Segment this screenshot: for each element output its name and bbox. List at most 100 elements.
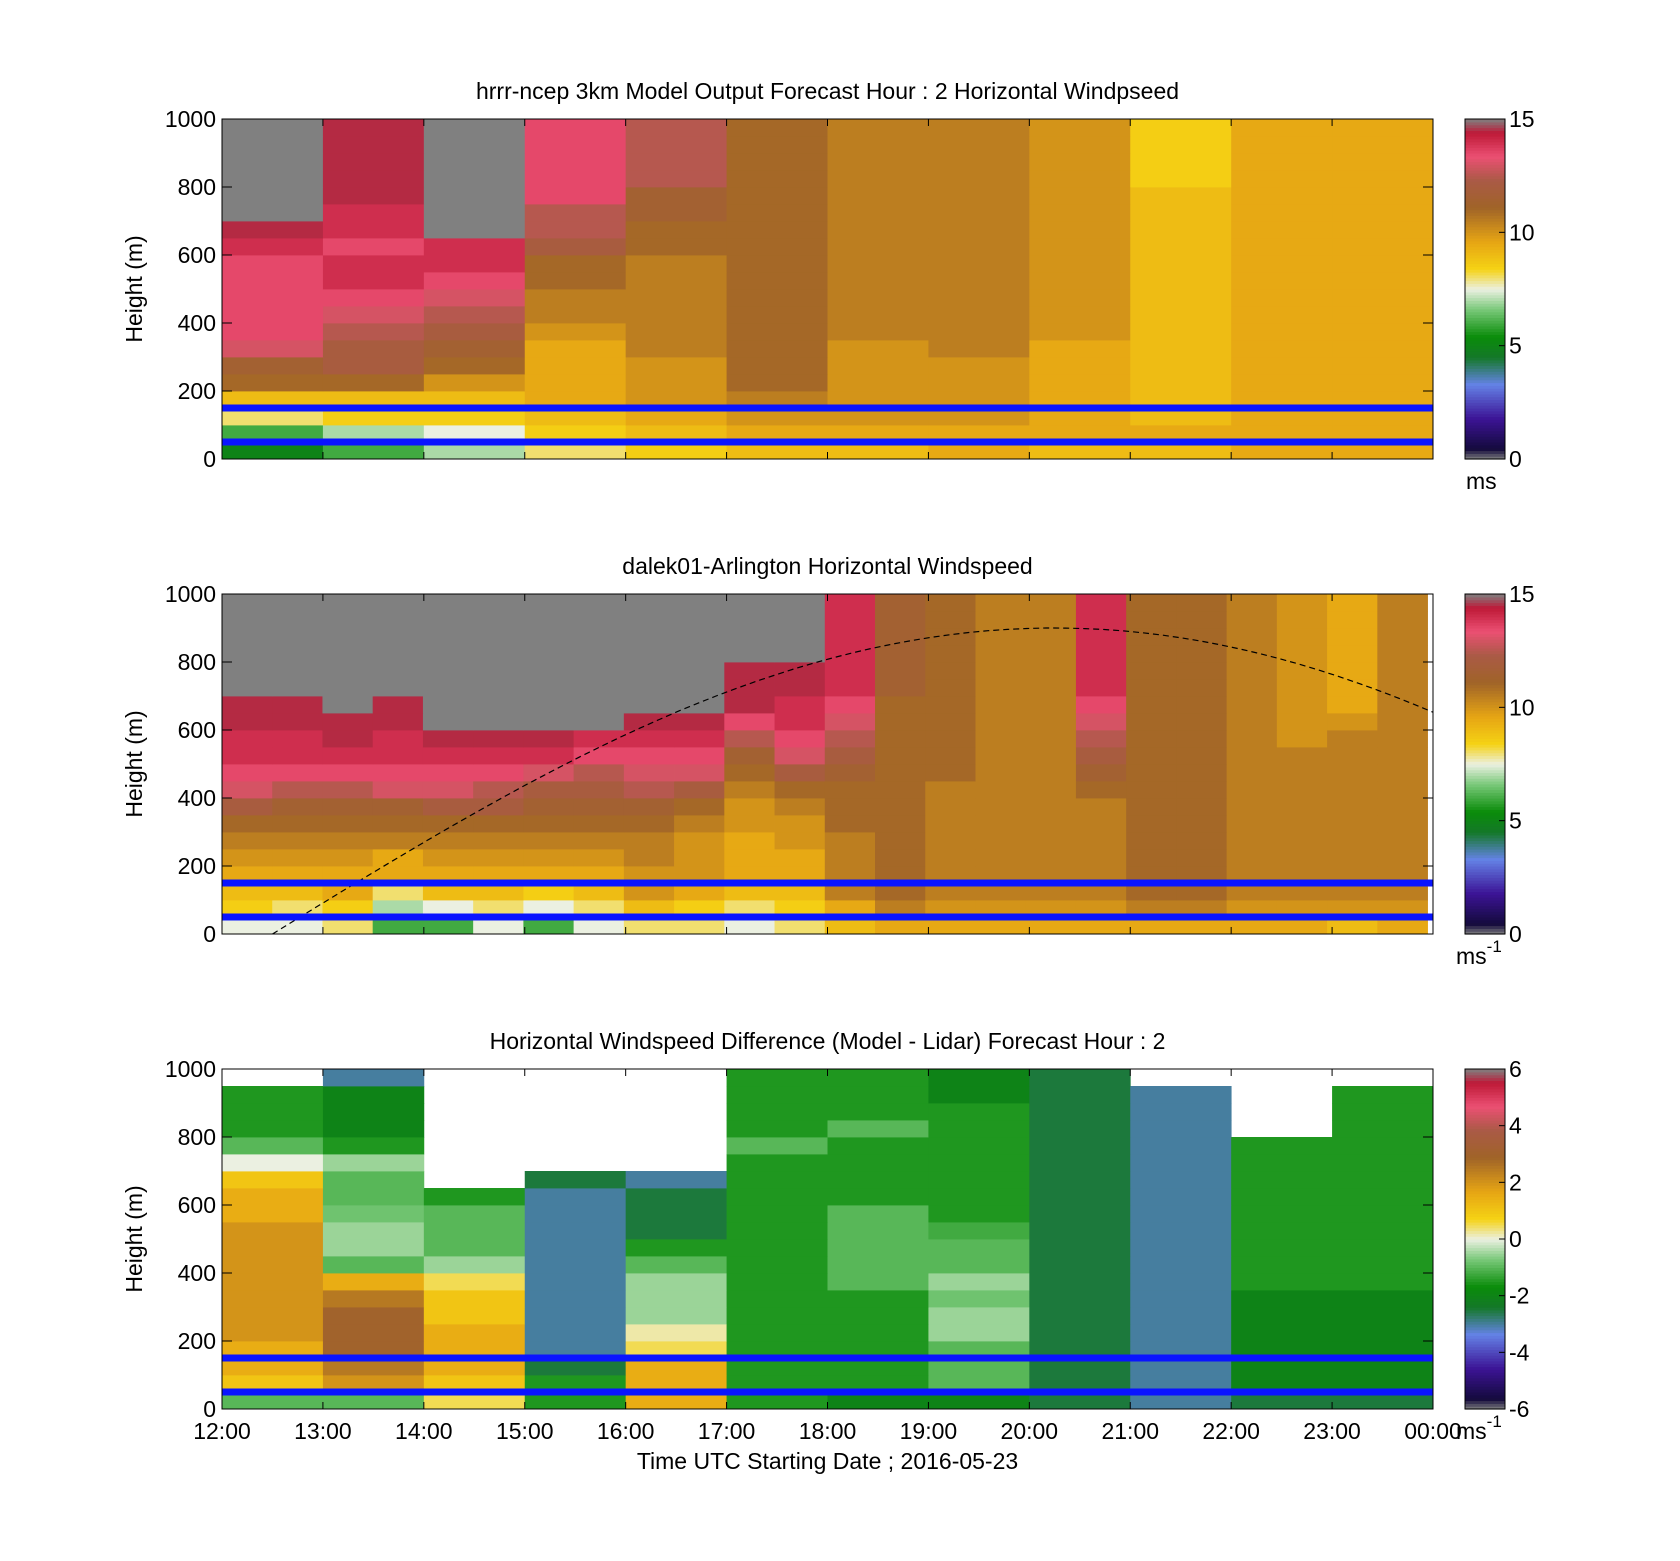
heatmap-cell (1126, 696, 1177, 714)
colorbar-segment (1465, 124, 1505, 129)
heatmap-cell (1176, 917, 1228, 935)
heatmap-cell (423, 425, 526, 443)
heatmap-cell (1029, 1205, 1131, 1223)
colorbar-segment (1465, 1202, 1505, 1206)
heatmap-cell (222, 611, 273, 629)
heatmap-cell (774, 662, 826, 680)
heatmap-cell (222, 170, 324, 188)
heatmap-cell (1130, 1307, 1232, 1325)
y-tick-label: 800 (178, 174, 216, 200)
colorbar-segment (1465, 1173, 1505, 1178)
colorbar-segment (1465, 1281, 1505, 1285)
heatmap-cell (724, 900, 775, 918)
heatmap-cell (1226, 900, 1278, 918)
heatmap-cell (774, 645, 826, 663)
heatmap-cell (824, 883, 876, 901)
heatmap-cell (322, 747, 374, 765)
heatmap-cell (724, 662, 775, 680)
heatmap-cell (625, 425, 727, 443)
heatmap-cell (925, 832, 976, 850)
heatmap-cell (322, 306, 425, 324)
heatmap-cell (222, 442, 324, 460)
heatmap-cell (322, 323, 425, 341)
heatmap-cell (322, 713, 374, 731)
heatmap-cell (372, 815, 424, 833)
colorbar-tick-label: 10 (1509, 694, 1535, 720)
heatmap-cell (222, 255, 324, 273)
heatmap-cell (322, 255, 425, 273)
chart-title: Horizontal Windspeed Difference (Model -… (490, 1028, 1166, 1054)
heatmap-cell (875, 713, 926, 731)
heatmap-cell (1126, 832, 1177, 850)
heatmap-cell (774, 900, 826, 918)
heatmap-cell (726, 1137, 828, 1155)
heatmap-cell (928, 136, 1030, 154)
heatmap-cell (222, 815, 273, 833)
heatmap-cell (1332, 1358, 1434, 1376)
heatmap-cell (623, 917, 675, 935)
heatmap-cell (573, 645, 625, 663)
heatmap-cell (1332, 1086, 1434, 1104)
colorbar-tick-label: 15 (1509, 106, 1535, 132)
heatmap-cell (1231, 1307, 1333, 1325)
colorbar-segment (1465, 357, 1505, 361)
heatmap-cell (1226, 849, 1278, 867)
colorbar-segment (1465, 371, 1505, 375)
heatmap-cell (928, 1205, 1030, 1223)
colorbar-segment (1465, 1355, 1505, 1359)
heatmap-cell (724, 815, 775, 833)
heatmap-cell (1130, 289, 1232, 307)
colorbar-segment (1465, 1278, 1505, 1283)
heatmap-cell (322, 442, 425, 460)
heatmap-cell (1332, 1290, 1434, 1308)
heatmap-cell (674, 798, 725, 816)
heatmap-cell (1130, 1358, 1232, 1376)
heatmap-cell (1276, 798, 1328, 816)
heatmap-cell (372, 849, 424, 867)
heatmap-cell (1029, 1103, 1131, 1121)
y-axis-label: Height (m) (121, 1185, 147, 1292)
heatmap-cell (1075, 662, 1127, 680)
heatmap-cell (774, 679, 826, 697)
heatmap-cell (524, 1358, 627, 1376)
heatmap-cell (726, 255, 828, 273)
heatmap-cell (625, 153, 727, 171)
heatmap-cell (524, 1239, 627, 1257)
heatmap-cell (1176, 611, 1228, 629)
colorbar-frame (1464, 593, 1506, 935)
heatmap-cell (1029, 204, 1131, 222)
colorbar-segment (1465, 1142, 1505, 1147)
heatmap-cell (322, 425, 425, 443)
heatmap-cell (423, 1188, 526, 1206)
colorbar-segment (1465, 1120, 1505, 1124)
heatmap-cell (975, 645, 1027, 663)
heatmap-cell (322, 1273, 425, 1291)
heatmap-cell (422, 798, 474, 816)
colorbar-segment (1465, 673, 1505, 677)
heatmap-cell (975, 764, 1027, 782)
colorbar-segment (1465, 664, 1505, 669)
colorbar-segment (1465, 374, 1505, 378)
heatmap-cell (1130, 1205, 1232, 1223)
heatmap-cell (724, 696, 775, 714)
colorbar-segment (1465, 172, 1505, 177)
heatmap-cell (1332, 340, 1434, 358)
y-tick-label: 1000 (165, 1056, 216, 1082)
heatmap-cell (1126, 611, 1177, 629)
heatmap-cell (573, 900, 625, 918)
heatmap-cell (423, 1358, 526, 1376)
heatmap-cell (523, 883, 575, 901)
heatmap-cell (372, 594, 424, 612)
heatmap-cell (1226, 611, 1278, 629)
heatmap-cell (1075, 815, 1127, 833)
heatmap-cell (523, 628, 575, 646)
heatmap-cell (724, 645, 775, 663)
heatmap-cell (827, 1341, 929, 1359)
heatmap-cell (1130, 1273, 1232, 1291)
heatmap-cell (928, 255, 1030, 273)
heatmap-cell (523, 866, 575, 884)
heatmap-cell (1130, 1103, 1232, 1121)
colorbar-segment (1465, 1284, 1505, 1288)
heatmap-cell (726, 306, 828, 324)
colorbar: 0 5 10 15 ms-1 (1456, 581, 1535, 969)
